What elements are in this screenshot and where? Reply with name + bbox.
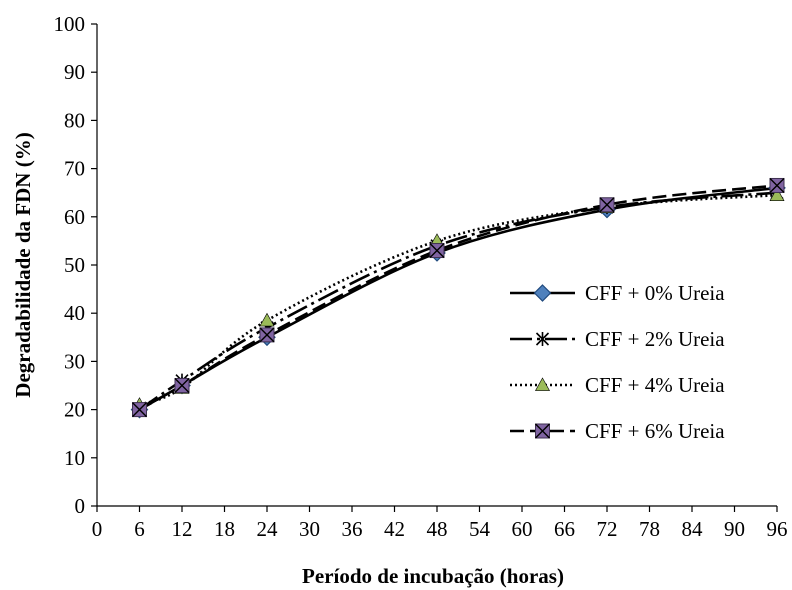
legend-marker	[533, 284, 552, 302]
y-tick-label: 10	[64, 446, 85, 470]
x-tick-label: 48	[427, 517, 448, 541]
y-tick-label: 100	[54, 12, 86, 36]
series-3	[132, 177, 785, 418]
axes: 0 10 20 30 40 50 60 70 80 90 100 0 6 12 18 24 30 36 42 48 54…	[54, 12, 788, 541]
x-shape	[769, 177, 785, 193]
data-point	[599, 197, 615, 213]
legend: CFF + 0% Ureia CFF + 2% Ureia CFF + 4% Ure…	[510, 281, 725, 443]
asterisk-shape	[535, 332, 550, 346]
x-tick-label: 90	[724, 517, 745, 541]
x-tick-label: 36	[342, 517, 363, 541]
legend-item: CFF + 0% Ureia	[510, 281, 725, 305]
x-shape	[535, 423, 550, 439]
y-tick-label: 70	[64, 157, 85, 181]
legend-label: CFF + 0% Ureia	[585, 281, 725, 305]
y-tick-label: 0	[75, 494, 86, 518]
y-axis-label: Degradabilidade da FDN (%)	[11, 132, 35, 397]
x-tick-label: 0	[92, 517, 103, 541]
y-tick-label: 20	[64, 398, 85, 422]
x-tick-label: 42	[384, 517, 405, 541]
y-tick-label: 60	[64, 205, 85, 229]
y-tick-label: 50	[64, 253, 85, 277]
data-point	[174, 378, 190, 393]
x-axis-label: Período de incubação (horas)	[302, 564, 564, 588]
x-tick-label: 30	[299, 517, 320, 541]
y-tick-label: 90	[64, 60, 85, 84]
x-shape	[599, 197, 615, 213]
legend-label: CFF + 6% Ureia	[585, 419, 725, 443]
x-tick-label: 96	[767, 517, 788, 541]
legend-marker	[535, 332, 550, 346]
legend-marker	[534, 377, 551, 391]
legend-item: CFF + 2% Ureia	[510, 327, 725, 351]
data-point	[429, 243, 445, 259]
x-tick-label: 66	[554, 517, 575, 541]
triangle-shape	[259, 312, 275, 327]
y-tick-label: 30	[64, 349, 85, 373]
x-tick-label: 12	[172, 517, 193, 541]
legend-marker	[535, 423, 550, 439]
series-layer	[130, 177, 786, 419]
data-point	[132, 402, 147, 418]
triangle-shape	[769, 187, 785, 202]
diamond-shape	[533, 284, 552, 302]
x-tick-label: 54	[469, 517, 491, 541]
data-point	[769, 187, 785, 202]
data-point	[769, 177, 785, 193]
triangle-shape	[534, 377, 551, 391]
x-shape	[132, 402, 147, 418]
x-tick-label: 84	[682, 517, 704, 541]
legend-label: CFF + 2% Ureia	[585, 327, 725, 351]
data-point	[259, 312, 275, 327]
x-shape	[259, 327, 275, 343]
legend-item: CFF + 4% Ureia	[510, 373, 725, 397]
x-tick-label: 24	[257, 517, 279, 541]
x-tick-label: 72	[597, 517, 618, 541]
x-tick-label: 78	[639, 517, 660, 541]
data-point	[259, 327, 275, 343]
y-tick-label: 80	[64, 108, 85, 132]
x-tick-label: 60	[512, 517, 533, 541]
y-tick-label: 40	[64, 301, 85, 325]
x-shape	[429, 243, 445, 259]
legend-label: CFF + 4% Ureia	[585, 373, 725, 397]
x-tick-label: 6	[134, 517, 145, 541]
x-tick-label: 18	[214, 517, 235, 541]
x-shape	[174, 378, 190, 393]
legend-item: CFF + 6% Ureia	[510, 419, 725, 443]
